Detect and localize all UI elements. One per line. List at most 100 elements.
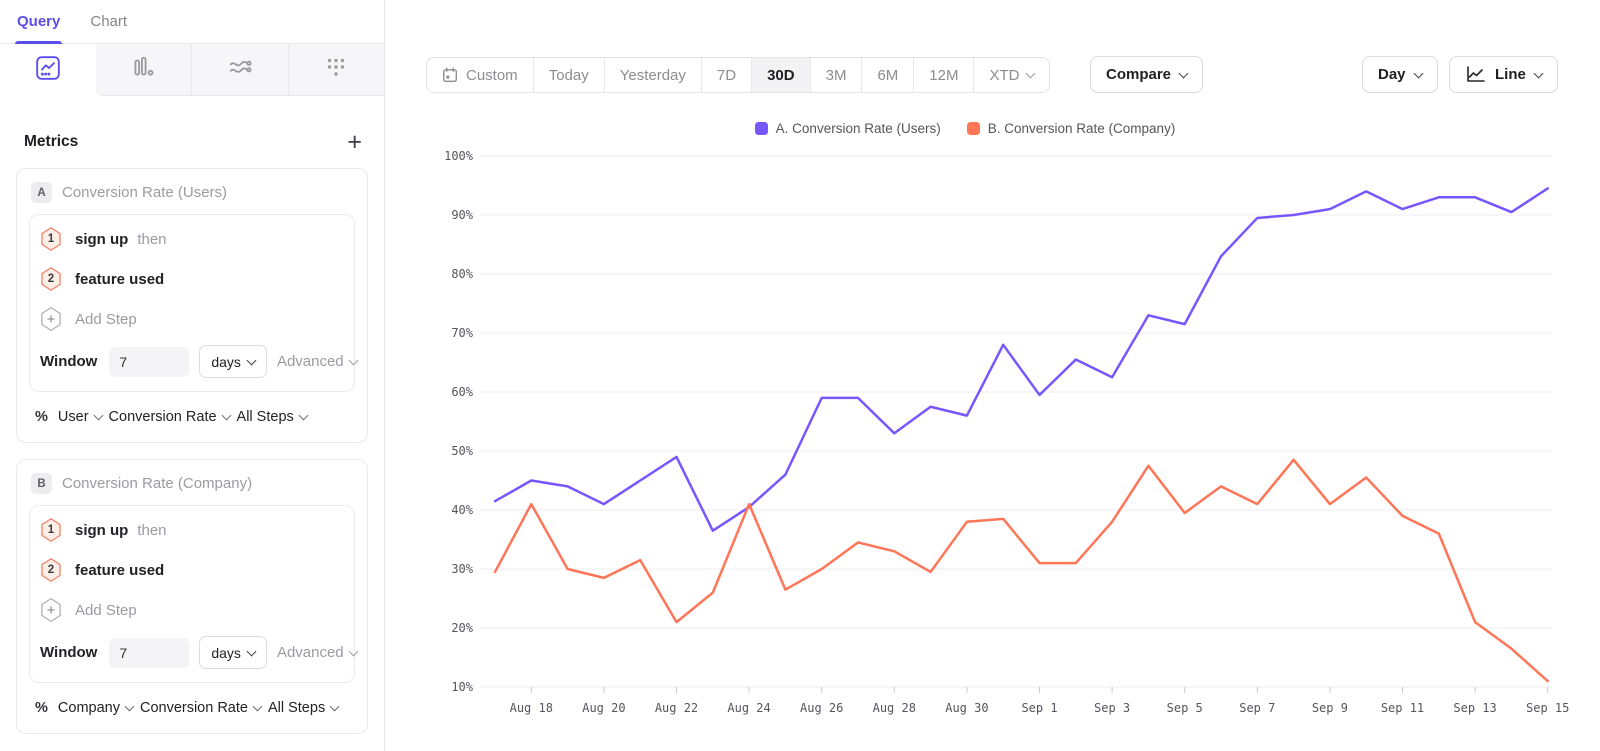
chevron-down-icon	[1178, 68, 1189, 78]
add-step-label: Add Step	[75, 601, 137, 619]
date-range-12m[interactable]: 12M	[913, 58, 973, 92]
advanced-dropdown[interactable]: Advanced	[277, 353, 359, 370]
metric-card-b-header[interactable]: B Conversion Rate (Company)	[29, 473, 355, 494]
date-range-3m[interactable]: 3M	[809, 58, 862, 92]
step-suffix: then	[137, 230, 167, 248]
measure-row: % Company Conversion Rate All Steps	[29, 683, 355, 733]
entity-dropdown[interactable]: Company	[58, 700, 135, 716]
metric-letter-badge: A	[31, 182, 52, 203]
date-range-custom[interactable]: Custom	[427, 58, 533, 92]
flows-icon	[227, 54, 253, 85]
funnel-step-1[interactable]: 1 sign up then	[40, 510, 342, 550]
legend-label: A. Conversion Rate (Users)	[775, 121, 941, 136]
bar-chart-icon	[130, 54, 156, 85]
measure-row: % User Conversion Rate All Steps	[29, 392, 355, 442]
tab-chart-label: Chart	[90, 13, 128, 30]
insights-line-icon	[35, 55, 61, 86]
window-label: Window	[40, 353, 98, 370]
date-range-today[interactable]: Today	[532, 58, 604, 92]
x-axis-label: Sep 13	[1453, 701, 1496, 715]
chart-type-tab-flows[interactable]	[191, 44, 288, 96]
funnel-step-2[interactable]: 2 feature used	[40, 550, 342, 590]
step-event-name: feature used	[75, 561, 165, 579]
date-range-7d[interactable]: 7D	[700, 58, 751, 92]
add-step-button[interactable]: + Add Step	[40, 299, 342, 339]
add-step-label: Add Step	[75, 310, 137, 328]
chevron-down-icon	[246, 355, 257, 365]
x-axis-label: Sep 11	[1381, 701, 1424, 715]
granularity-button[interactable]: Day	[1362, 56, 1438, 93]
funnel-step-2[interactable]: 2 feature used	[40, 259, 342, 299]
chevron-down-icon	[1413, 68, 1423, 78]
chart-type-tab-retention[interactable]	[287, 44, 384, 96]
funnel-steps-panel: 1 sign up then 2 feature used + Add Step	[29, 505, 359, 683]
tab-chart[interactable]: Chart	[90, 0, 127, 44]
metric-card-title: Conversion Rate (Users)	[62, 184, 228, 201]
line-chart-icon	[1465, 65, 1486, 84]
y-axis-label: 60%	[451, 385, 473, 399]
x-axis-label: Aug 26	[800, 701, 843, 715]
window-value-input[interactable]	[109, 637, 190, 668]
funnel-step-1[interactable]: 1 sign up then	[40, 219, 342, 259]
date-range-xtd[interactable]: XTD	[973, 58, 1049, 92]
y-axis-label: 80%	[451, 267, 473, 281]
step-event-name: feature used	[75, 270, 165, 288]
retention-dots-icon	[323, 54, 349, 85]
series-line-b	[493, 458, 1549, 683]
x-axis-label: Aug 18	[510, 701, 553, 715]
metric-type-dropdown[interactable]: Conversion Rate	[140, 700, 263, 716]
y-axis-label: 20%	[451, 621, 473, 635]
chevron-down-icon	[348, 355, 359, 365]
series-line-a	[493, 187, 1549, 532]
compare-button[interactable]: Compare	[1090, 56, 1204, 93]
chevron-down-icon	[298, 410, 309, 421]
legend-label: B. Conversion Rate (Company)	[987, 121, 1176, 136]
legend-item-b[interactable]: B. Conversion Rate (Company)	[966, 121, 1176, 136]
chart-type-tab-insights[interactable]	[0, 44, 96, 96]
steps-scope-dropdown[interactable]: All Steps	[268, 700, 340, 716]
chevron-down-icon	[93, 410, 103, 421]
date-range-6m[interactable]: 6M	[861, 58, 913, 92]
chevron-down-icon	[246, 646, 257, 656]
metric-type-dropdown[interactable]: Conversion Rate	[109, 409, 231, 425]
metric-card-a-header[interactable]: A Conversion Rate (Users)	[29, 182, 355, 203]
line-chart: 100% 90% 80% 70% 60% 50% 40% 30% 20% 10% Aug 18 Aug…	[444, 149, 1569, 715]
chevron-down-icon	[252, 701, 263, 712]
entity-dropdown[interactable]: User	[58, 409, 103, 425]
y-axis-label: 40%	[451, 503, 473, 517]
y-axis-label: 90%	[451, 208, 473, 222]
add-step-plus-icon: +	[40, 598, 62, 622]
metrics-title: Metrics	[24, 133, 79, 150]
x-axis-label: Sep 3	[1094, 701, 1130, 715]
window-unit-dropdown[interactable]: days	[199, 636, 267, 669]
advanced-dropdown[interactable]: Advanced	[277, 644, 359, 661]
y-axis-label: 50%	[451, 444, 473, 458]
chart-style-button[interactable]: Line	[1449, 56, 1558, 93]
step-event-name: sign up	[75, 230, 129, 248]
chart-type-tab-bar	[0, 44, 384, 96]
percent-icon: %	[35, 700, 48, 716]
tab-query-label: Query	[17, 13, 61, 30]
steps-scope-dropdown[interactable]: All Steps	[237, 409, 309, 425]
add-step-button[interactable]: + Add Step	[40, 590, 342, 630]
legend-swatch	[966, 122, 980, 135]
conversion-window-row: Window days Advanced	[40, 345, 359, 378]
window-value-input[interactable]	[109, 346, 190, 377]
chevron-down-icon	[1026, 68, 1036, 79]
window-unit-dropdown[interactable]: days	[199, 345, 267, 378]
add-metric-button[interactable]: +	[347, 128, 362, 156]
metric-card-b: B Conversion Rate (Company) 1 sign up th…	[16, 459, 368, 734]
date-range-segmented-control: Custom Today Yesterday 7D 30D 3M 6M 12M XTD	[426, 57, 1051, 93]
date-range-30d[interactable]: 30D	[751, 58, 810, 92]
x-axis-label: Sep 15	[1526, 701, 1569, 715]
date-range-yesterday[interactable]: Yesterday	[603, 58, 701, 92]
add-step-plus-icon: +	[40, 307, 62, 331]
chart-type-tab-bar-chart[interactable]	[95, 44, 191, 96]
y-axis-label: 70%	[451, 326, 473, 340]
step-suffix: then	[137, 521, 167, 539]
tab-query[interactable]: Query	[15, 0, 63, 44]
legend-item-a[interactable]: A. Conversion Rate (Users)	[754, 121, 941, 136]
x-axis-label: Sep 9	[1312, 701, 1348, 715]
x-axis-label: Aug 20	[582, 701, 625, 715]
